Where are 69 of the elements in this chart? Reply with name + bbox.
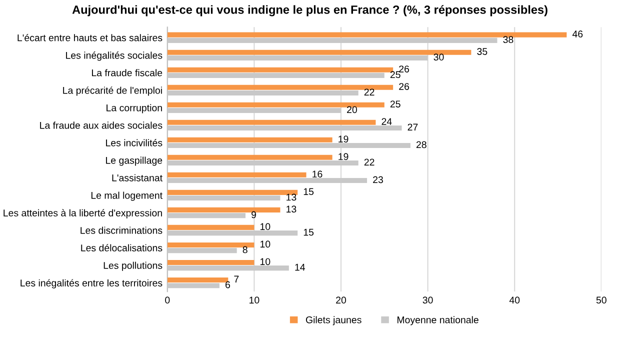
- y-tick-label: L'écart entre hauts et bas salaires: [18, 34, 162, 42]
- data-label: 10: [260, 223, 270, 230]
- y-tick-label: La précarité de l'emploi: [63, 86, 162, 96]
- data-label: 35: [477, 48, 488, 55]
- bar: [167, 154, 332, 160]
- bar: [167, 207, 280, 212]
- y-tick-label: Le mal logement: [91, 192, 162, 201]
- data-label: 15: [304, 188, 314, 196]
- y-tick-label: Les discriminations: [80, 226, 162, 234]
- y-tick-label: Le gaspillage: [106, 156, 162, 166]
- y-tick-label: Les atteintes à la liberté d'expression: [4, 209, 162, 218]
- y-tick-label: La fraude fiscale: [92, 69, 162, 76]
- bar: [167, 32, 567, 38]
- bar: [167, 102, 384, 108]
- data-label: 22: [364, 88, 374, 96]
- data-label: 25: [390, 71, 400, 78]
- legend-label: Moyenne nationale: [398, 316, 478, 326]
- y-tick-label: Les incivilités: [106, 139, 162, 146]
- legend-label: Gilets jaunes: [306, 316, 362, 326]
- y-tick-label: La fraude aux aides sociales: [40, 122, 162, 129]
- data-label: 6: [226, 281, 230, 288]
- data-label: 19: [338, 136, 348, 142]
- data-label: 38: [503, 36, 514, 44]
- data-label: 13: [286, 206, 296, 213]
- bar: [167, 67, 394, 72]
- y-tick-label: La corruption: [106, 104, 162, 114]
- y-tick-label: Les inégalités sociales: [66, 52, 162, 61]
- data-label: 22: [364, 158, 374, 166]
- x-tick-label: 10: [250, 296, 260, 304]
- y-tick-label: L'assistanat: [112, 174, 162, 182]
- bar: [167, 50, 472, 55]
- data-label: 30: [434, 54, 444, 61]
- bar: [167, 172, 306, 178]
- data-label: 46: [572, 30, 583, 38]
- bar: [167, 190, 298, 195]
- x-tick-label: 0: [165, 296, 170, 304]
- data-label: 16: [312, 170, 322, 178]
- x-tick-label: 30: [422, 296, 433, 304]
- y-tick-label: Les pollutions: [104, 262, 162, 271]
- bar: [167, 260, 254, 265]
- chart-title: Aujourd'hui qu'est-ce qui vous indigne le plus en France ? (%, 3 réponses possibles): [72, 5, 548, 16]
- data-label: 27: [408, 124, 418, 130]
- bar: [167, 84, 394, 90]
- bar: [167, 224, 254, 230]
- data-label: 26: [399, 83, 410, 90]
- data-label: 13: [286, 194, 296, 201]
- y-tick-label: Les délocalisations: [81, 244, 162, 252]
- bar: [167, 137, 332, 142]
- bar: [167, 277, 228, 283]
- bar: [167, 120, 376, 125]
- data-label: 10: [260, 258, 270, 266]
- x-tick-label: 20: [336, 296, 346, 304]
- x-tick-label: 50: [596, 296, 606, 304]
- data-label: 25: [390, 100, 400, 108]
- data-label: 26: [399, 66, 410, 72]
- bar: [167, 242, 254, 248]
- data-label: 19: [338, 153, 348, 160]
- data-label: 20: [347, 106, 357, 114]
- data-label: 7: [234, 276, 239, 282]
- data-label: 9: [252, 211, 256, 218]
- data-label: 8: [242, 246, 248, 254]
- data-label: 28: [416, 141, 426, 148]
- data-label: 14: [295, 264, 306, 271]
- x-tick-label: 40: [509, 296, 520, 304]
- data-label: 23: [373, 176, 383, 184]
- data-label: 24: [382, 118, 392, 125]
- y-tick-label: Les inégalités entre les territoires: [20, 279, 162, 288]
- data-label: 10: [260, 240, 270, 248]
- data-label: 15: [304, 228, 314, 236]
